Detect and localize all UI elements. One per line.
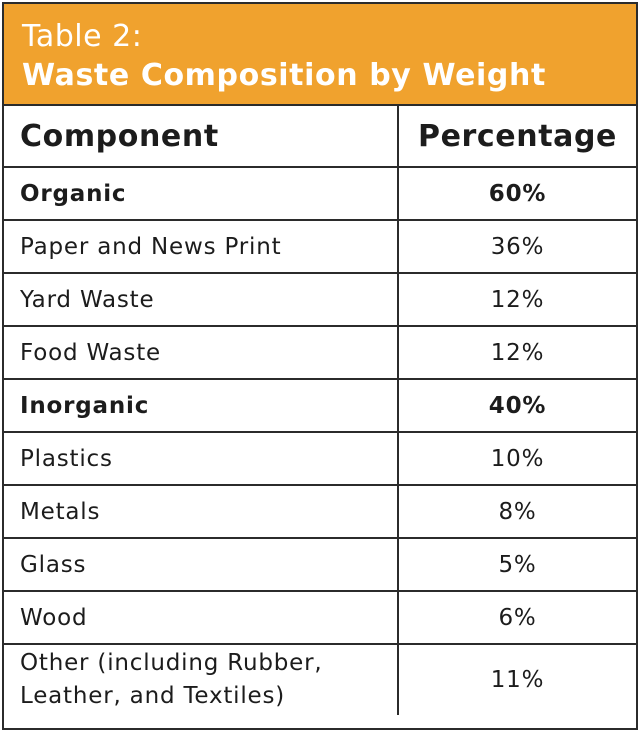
percentage-cell: 6%	[398, 591, 636, 645]
column-header-percentage: Percentage	[398, 106, 636, 168]
component-cell: Plastics	[4, 432, 399, 486]
table-row: Metals 8%	[4, 485, 636, 539]
waste-composition-table: Component Percentage Organic 60% Paper a…	[4, 106, 636, 715]
table-row: Glass 5%	[4, 538, 636, 592]
table-label: Table 2:	[22, 19, 143, 54]
table-row: Yard Waste 12%	[4, 273, 636, 327]
percentage-cell: 10%	[398, 432, 636, 486]
percentage-cell: 40%	[398, 379, 636, 433]
component-cell: Paper and News Print	[4, 220, 399, 274]
percentage-cell: 60%	[398, 167, 636, 221]
component-cell: Other (including Rubber, Leather, and Te…	[4, 644, 399, 715]
header-row: Component Percentage	[4, 106, 636, 168]
percentage-cell: 8%	[398, 485, 636, 539]
column-header-component: Component	[4, 106, 399, 168]
table-title: Waste Composition by Weight	[22, 58, 546, 93]
percentage-cell: 11%	[490, 666, 545, 693]
component-cell: Inorganic	[4, 379, 399, 433]
table-row: Food Waste 12%	[4, 326, 636, 380]
component-cell: Glass	[4, 538, 399, 592]
component-cell: Wood	[4, 591, 399, 645]
percentage-cell: 5%	[398, 538, 636, 592]
table-row: Organic 60%	[4, 167, 636, 221]
percentage-cell: 36%	[398, 220, 636, 274]
table-header: Table 2: Waste Composition by Weight	[4, 4, 636, 106]
component-cell: Food Waste	[4, 326, 399, 380]
table-row: Inorganic 40%	[4, 379, 636, 433]
percentage-cell: 12%	[398, 273, 636, 327]
component-cell: Metals	[4, 485, 399, 539]
table-row: Paper and News Print 36%	[4, 220, 636, 274]
table-row: Plastics 10%	[4, 432, 636, 486]
component-cell: Yard Waste	[4, 273, 399, 327]
table-row: Wood 6%	[4, 591, 636, 645]
table-row: Other (including Rubber, Leather, and Te…	[4, 644, 636, 715]
component-cell: Organic	[4, 167, 399, 221]
percentage-cell: 12%	[398, 326, 636, 380]
